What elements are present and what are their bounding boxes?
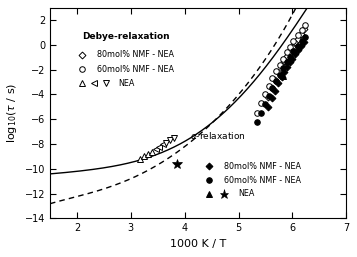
Text: 60mol% NMF - NEA: 60mol% NMF - NEA — [97, 65, 174, 74]
Text: 80mol% NMF - NEA: 80mol% NMF - NEA — [224, 162, 301, 171]
Text: 80mol% NMF - NEA: 80mol% NMF - NEA — [97, 50, 174, 59]
X-axis label: 1000 K / T: 1000 K / T — [170, 239, 226, 249]
Text: 60mol% NMF - NEA: 60mol% NMF - NEA — [224, 176, 301, 185]
Text: NEA: NEA — [238, 189, 255, 198]
Text: Debye-relaxation: Debye-relaxation — [82, 32, 170, 41]
Text: $\alpha$-relaxation: $\alpha$-relaxation — [190, 130, 246, 141]
Text: NEA: NEA — [118, 79, 134, 88]
Y-axis label: log$_{10}$($\tau$ / s): log$_{10}$($\tau$ / s) — [5, 83, 19, 143]
